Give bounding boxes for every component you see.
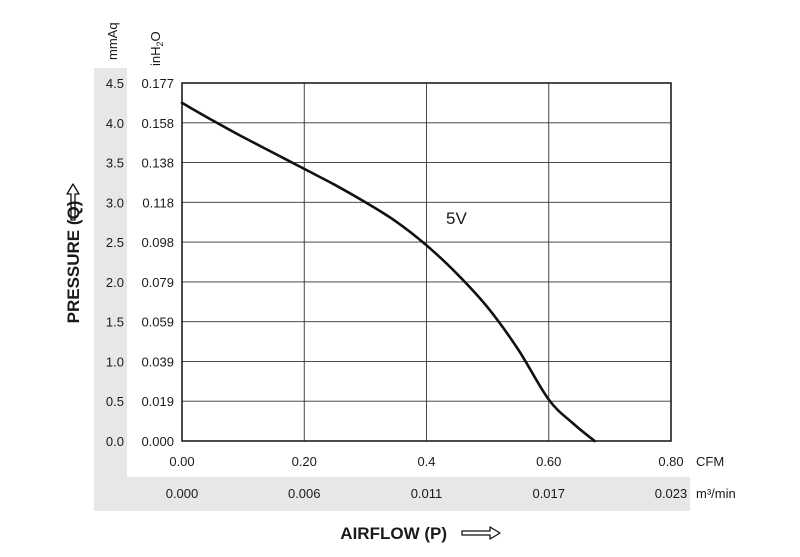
y-tick-label: 2.0	[106, 275, 124, 290]
y-primary-unit: mmAq	[105, 22, 120, 60]
x-axis-arrow-icon	[461, 526, 501, 540]
y-tick-label: 3.0	[106, 195, 124, 210]
x-tick-labels: 0.00 0.20 0.4 0.60 0.80	[169, 454, 683, 469]
x-secondary-tick-labels: 0.000 0.006 0.011 0.017 0.023	[166, 486, 688, 501]
x-secondary-tick-label: 0.011	[411, 486, 443, 501]
y-tick-label: 1.5	[106, 315, 124, 330]
x-tick-label: 0.4	[417, 454, 435, 469]
x-tick-label: 0.00	[169, 454, 194, 469]
plot-frame	[181, 82, 672, 442]
x-secondary-tick-label: 0.006	[288, 486, 321, 501]
y-secondary-tick-labels: 0.000 0.019 0.039 0.059 0.079 0.098 0.118 0.138…	[141, 76, 174, 449]
y-axis-title: PRESSURE (Q)	[64, 201, 83, 324]
y-secondary-tick-label: 0.138	[141, 156, 174, 171]
series-label-5v: 5V	[446, 209, 467, 228]
x-axis-title: AIRFLOW (P)	[340, 524, 447, 543]
grid	[181, 82, 672, 442]
x-axis-band	[94, 477, 690, 511]
y-secondary-tick-label: 0.000	[141, 434, 174, 449]
x-tick-label: 0.20	[292, 454, 317, 469]
y-secondary-tick-label: 0.079	[141, 275, 174, 290]
x-tick-label: 0.60	[536, 454, 561, 469]
y-secondary-tick-label: 0.039	[141, 354, 174, 369]
x-primary-unit: CFM	[696, 454, 724, 469]
y-tick-label: 4.0	[106, 116, 124, 131]
y-axis-band	[94, 68, 127, 511]
series-line-5v	[180, 101, 596, 443]
y-tick-labels: 0.0 0.5 1.0 1.5 2.0 2.5 3.0 3.5 4.0 4.5	[106, 76, 124, 449]
y-tick-label: 3.5	[106, 156, 124, 171]
y-tick-label: 1.0	[106, 354, 124, 369]
y-secondary-tick-label: 0.059	[141, 315, 174, 330]
y-secondary-tick-label: 0.177	[141, 76, 174, 91]
x-secondary-tick-label: 0.017	[532, 486, 565, 501]
y-tick-label: 0.5	[106, 394, 124, 409]
y-tick-label: 2.5	[106, 235, 124, 250]
y-tick-label: 4.5	[106, 76, 124, 91]
y-tick-label: 0.0	[106, 434, 124, 449]
x-secondary-tick-label: 0.023	[655, 486, 688, 501]
y-secondary-tick-label: 0.158	[141, 116, 174, 131]
x-secondary-tick-label: 0.000	[166, 486, 199, 501]
y-secondary-tick-label: 0.118	[142, 195, 174, 210]
y-secondary-tick-label: 0.098	[141, 235, 174, 250]
x-secondary-unit: m³/min	[696, 486, 736, 501]
y-secondary-tick-label: 0.019	[141, 394, 174, 409]
y-axis-arrow-icon	[66, 183, 80, 221]
y-secondary-unit: inH2O	[148, 31, 165, 66]
x-tick-label: 0.80	[658, 454, 683, 469]
